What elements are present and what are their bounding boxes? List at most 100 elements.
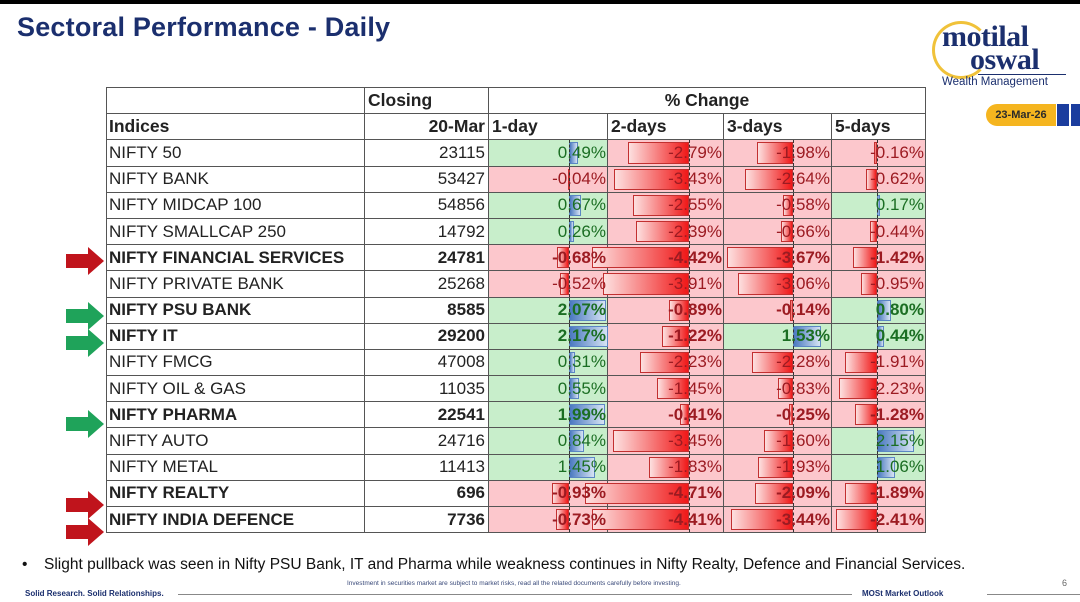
pct-change-value: 0.17%	[875, 195, 924, 215]
table-row: NIFTY PSU BANK 8585 2.07% -0.89% -0.14% 0.80%	[106, 296, 926, 324]
data-bar-axis	[793, 323, 794, 349]
negative-data-bar	[751, 351, 793, 374]
data-bar-axis	[877, 323, 878, 349]
negative-data-bar	[648, 456, 689, 478]
data-bar-axis	[689, 402, 690, 428]
date-badge-accent	[1071, 104, 1080, 126]
logo-underline	[978, 74, 1066, 75]
pct-change-5-days: -1.91%	[831, 348, 926, 377]
negative-data-bar	[726, 247, 793, 269]
pct-change-value: -2.79%	[668, 142, 722, 162]
header-1-day: 1-day	[488, 113, 608, 141]
pct-change-3-days: -0.83%	[723, 375, 832, 403]
data-bar-axis	[689, 349, 690, 376]
red-arrow-icon	[66, 247, 104, 276]
commentary-text: Slight pullback was seen in Nifty PSU Ba…	[44, 556, 966, 573]
pct-change-5-days: -1.42%	[831, 244, 926, 272]
pct-change-2-days: -0.89%	[607, 296, 724, 324]
pct-change-2-days: -4.42%	[591, 244, 724, 272]
pct-change-2-days: -4.41%	[591, 505, 724, 534]
pct-change-value: -2.64%	[776, 169, 830, 189]
negative-data-bar	[613, 168, 689, 190]
red-arrow-icon	[66, 518, 104, 547]
red-arrow-icon	[66, 491, 104, 520]
pct-change-value: 2.07%	[557, 300, 606, 320]
data-bar-axis	[689, 480, 690, 506]
data-bar-axis	[569, 271, 570, 297]
closing-value: 25268	[364, 270, 489, 298]
pct-change-5-days: -2.23%	[831, 375, 926, 403]
pct-change-value: -1.28%	[870, 404, 924, 424]
data-bar-axis	[793, 218, 794, 245]
index-name: NIFTY MIDCAP 100	[106, 191, 365, 219]
top-border	[0, 0, 1080, 4]
pct-change-5-days: -1.89%	[831, 479, 926, 508]
negative-data-bar	[613, 430, 689, 452]
data-bar-axis	[689, 218, 690, 245]
pct-change-1-day: -0.04%	[488, 165, 608, 193]
pct-change-2-days: -1.22%	[607, 322, 724, 350]
pct-change-3-days: -2.64%	[723, 165, 832, 193]
closing-value: 47008	[364, 348, 489, 377]
data-bar-axis	[689, 271, 690, 297]
pct-change-1-day: -0.68%	[488, 244, 608, 272]
data-bar-axis	[569, 428, 570, 454]
negative-data-bar	[860, 273, 877, 295]
pct-change-value: -1.60%	[776, 431, 830, 451]
pct-change-1-day: 0.26%	[488, 217, 608, 246]
pct-change-value: 2.17%	[557, 326, 606, 346]
index-name: NIFTY AUTO	[106, 427, 365, 455]
pct-change-value: -2.09%	[776, 483, 830, 503]
table-row: NIFTY PHARMA 22541 1.99% -0.41% -0.25% -1.28%	[106, 401, 926, 429]
pct-change-5-days: -2.41%	[831, 505, 926, 534]
logo-line2: oswal	[970, 43, 1040, 76]
index-name: NIFTY INDIA DEFENCE	[106, 505, 365, 534]
negative-data-bar	[844, 351, 877, 374]
data-bar-axis	[689, 297, 690, 323]
data-bar-axis	[689, 376, 690, 402]
negative-data-bar	[852, 247, 877, 269]
data-bar-axis	[877, 166, 878, 192]
pct-change-value: -0.58%	[776, 195, 830, 215]
negative-data-bar	[559, 273, 569, 295]
data-bar-axis	[793, 454, 794, 480]
date-badge: 23-Mar-26	[986, 104, 1056, 126]
pct-change-value: 1.45%	[557, 457, 606, 477]
pct-change-5-days: 0.80%	[831, 296, 926, 324]
pct-change-3-days: -1.93%	[723, 453, 832, 481]
index-name: NIFTY 50	[106, 139, 365, 167]
pct-change-value: -2.55%	[668, 195, 722, 215]
data-bar-axis	[877, 140, 878, 166]
negative-data-bar	[591, 509, 689, 531]
negative-data-bar	[844, 482, 877, 504]
pct-change-value: -2.39%	[668, 221, 722, 241]
bullet-dot-icon: •	[22, 556, 28, 573]
negative-data-bar	[790, 299, 793, 321]
table-row: NIFTY IT 29200 2.17% -1.22% 1.53% 0.44%	[106, 322, 926, 350]
pct-change-value: -0.95%	[870, 273, 924, 293]
pct-change-1-day: 0.31%	[488, 348, 608, 377]
logo-line3: Wealth Management	[942, 76, 1048, 88]
pct-change-value: 0.67%	[557, 195, 606, 215]
header-indices: Indices	[106, 113, 365, 141]
pct-change-value: -1.42%	[870, 247, 924, 267]
pct-change-value: -3.45%	[668, 431, 722, 451]
table-row: NIFTY INDIA DEFENCE 7736 -0.73% -4.41% -3.44…	[106, 505, 926, 534]
data-bar-axis	[569, 140, 570, 166]
footer-tagline: Solid Research. Solid Relationships.	[25, 589, 164, 598]
header-5-days: 5-days	[831, 113, 926, 141]
index-name: NIFTY REALTY	[106, 479, 365, 508]
negative-data-bar	[737, 273, 793, 295]
header-date: 20-Mar	[364, 113, 489, 141]
pct-change-value: 0.44%	[875, 326, 924, 346]
page-title: Sectoral Performance - Daily	[17, 12, 391, 42]
pct-change-value: -1.89%	[870, 483, 924, 503]
data-bar-axis	[793, 140, 794, 166]
data-bar-axis	[689, 323, 690, 349]
pct-change-5-days: 0.44%	[831, 322, 926, 350]
closing-value: 11035	[364, 375, 489, 403]
data-bar-axis	[877, 271, 878, 297]
index-name: NIFTY BANK	[106, 165, 365, 193]
pct-change-2-days: -3.91%	[602, 270, 724, 298]
data-bar-axis	[569, 245, 570, 271]
